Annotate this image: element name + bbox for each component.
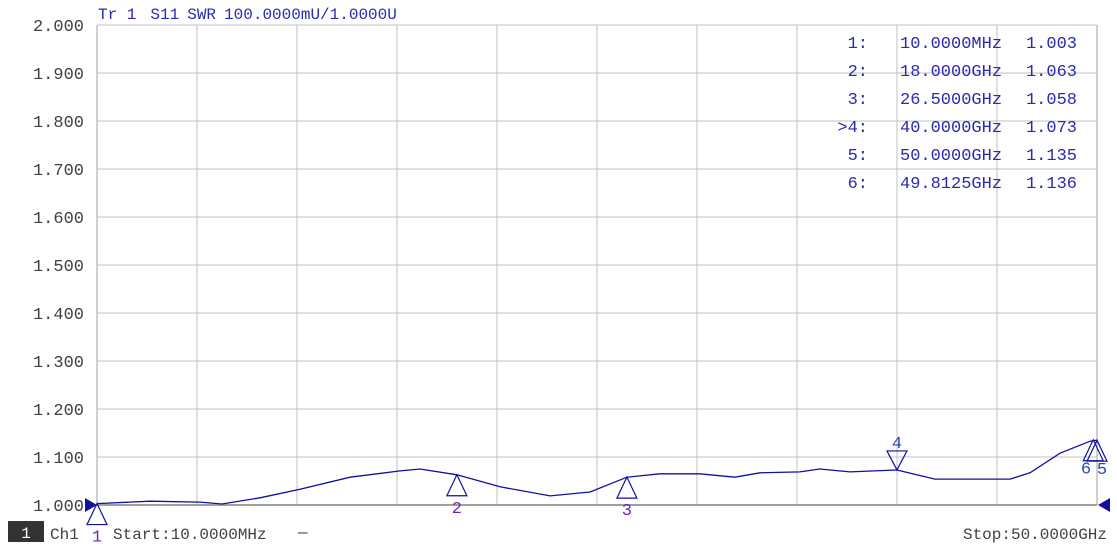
marker-1-label: 1 (92, 529, 102, 548)
trace-scale: 100.0000mU/1.0000U (224, 6, 397, 24)
start-frequency[interactable]: Start:10.0000MHz (113, 526, 267, 544)
y-tick-label: 1.700 (33, 162, 84, 181)
trace-header[interactable]: Tr 1 S11 SWR 100.0000mU/1.0000U (98, 6, 397, 24)
y-tick-label: 2.000 (33, 18, 84, 37)
marker-table-value: 1.003 (1026, 35, 1077, 54)
y-tick-label: 1.300 (33, 354, 84, 373)
y-tick-label: 1.000 (33, 498, 84, 517)
marker-table-id[interactable]: 1: (848, 35, 868, 54)
marker-3-triangle-icon[interactable] (615, 475, 638, 499)
channel-label: Ch1 (50, 526, 79, 544)
marker-table-value: 1.063 (1026, 63, 1077, 82)
y-tick-label: 1.200 (33, 402, 84, 421)
marker-4-triangle-icon[interactable] (885, 450, 908, 472)
y-tick-label: 1.100 (33, 450, 84, 469)
marker-table-freq: 18.0000GHz (900, 63, 1002, 82)
marker-table-freq: 50.0000GHz (900, 147, 1002, 166)
marker-table-value: 1.073 (1026, 119, 1077, 138)
marker-table-value: 1.058 (1026, 91, 1077, 110)
reference-level-right-icon[interactable] (1098, 498, 1110, 512)
marker-table-id[interactable]: 5: (848, 147, 868, 166)
marker-6-triangle-icon[interactable] (1082, 438, 1105, 462)
trace-line (96, 439, 1098, 505)
y-tick-label: 1.400 (33, 306, 84, 325)
marker-table-id[interactable]: 6: (848, 175, 868, 194)
trace-format: SWR (187, 6, 216, 24)
channel-badge[interactable] (8, 521, 44, 542)
marker-table-value: 1.135 (1026, 147, 1077, 166)
marker-1-triangle-icon[interactable] (86, 502, 108, 526)
start-suffix: — (297, 524, 308, 542)
marker-table-id[interactable]: 3: (848, 91, 868, 110)
marker-6-label: 6 (1081, 461, 1091, 480)
trace-param: S11 (150, 6, 179, 24)
marker-table-freq: 49.8125GHz (900, 175, 1002, 194)
y-tick-label: 1.800 (33, 114, 84, 133)
marker-5-label: 5 (1097, 461, 1107, 480)
marker-2-label: 2 (452, 500, 462, 519)
marker-table-id[interactable]: >4: (837, 119, 868, 138)
marker-table-freq: 10.0000MHz (900, 35, 1002, 54)
marker-3-label: 3 (622, 502, 632, 521)
channel-number: 1 (21, 525, 31, 543)
y-tick-label: 1.500 (33, 258, 84, 277)
marker-table-freq: 26.5000GHz (900, 91, 1002, 110)
marker-table: 1: 10.0000MHz 1.003 2: 18.0000GHz 1.063 3: 26.5… (837, 35, 1077, 194)
y-tick-labels: 2.000 1.900 1.800 1.700 1.600 1.500 1.400 1.300… (33, 18, 84, 517)
y-tick-label: 1.600 (33, 210, 84, 229)
reference-level-left-icon[interactable] (85, 498, 97, 512)
markers: 1 2 3 4 56 (86, 435, 1108, 548)
marker-table-id[interactable]: 2: (848, 63, 868, 82)
marker-table-value: 1.136 (1026, 175, 1077, 194)
marker-4-label: 4 (892, 435, 902, 454)
stop-frequency[interactable]: Stop:50.0000GHz (963, 526, 1107, 544)
marker-table-freq: 40.0000GHz (900, 119, 1002, 138)
trace-id: Tr 1 (98, 6, 136, 24)
y-tick-label: 1.900 (33, 66, 84, 85)
grid (96, 24, 1098, 506)
marker-2-triangle-icon[interactable] (445, 473, 468, 497)
